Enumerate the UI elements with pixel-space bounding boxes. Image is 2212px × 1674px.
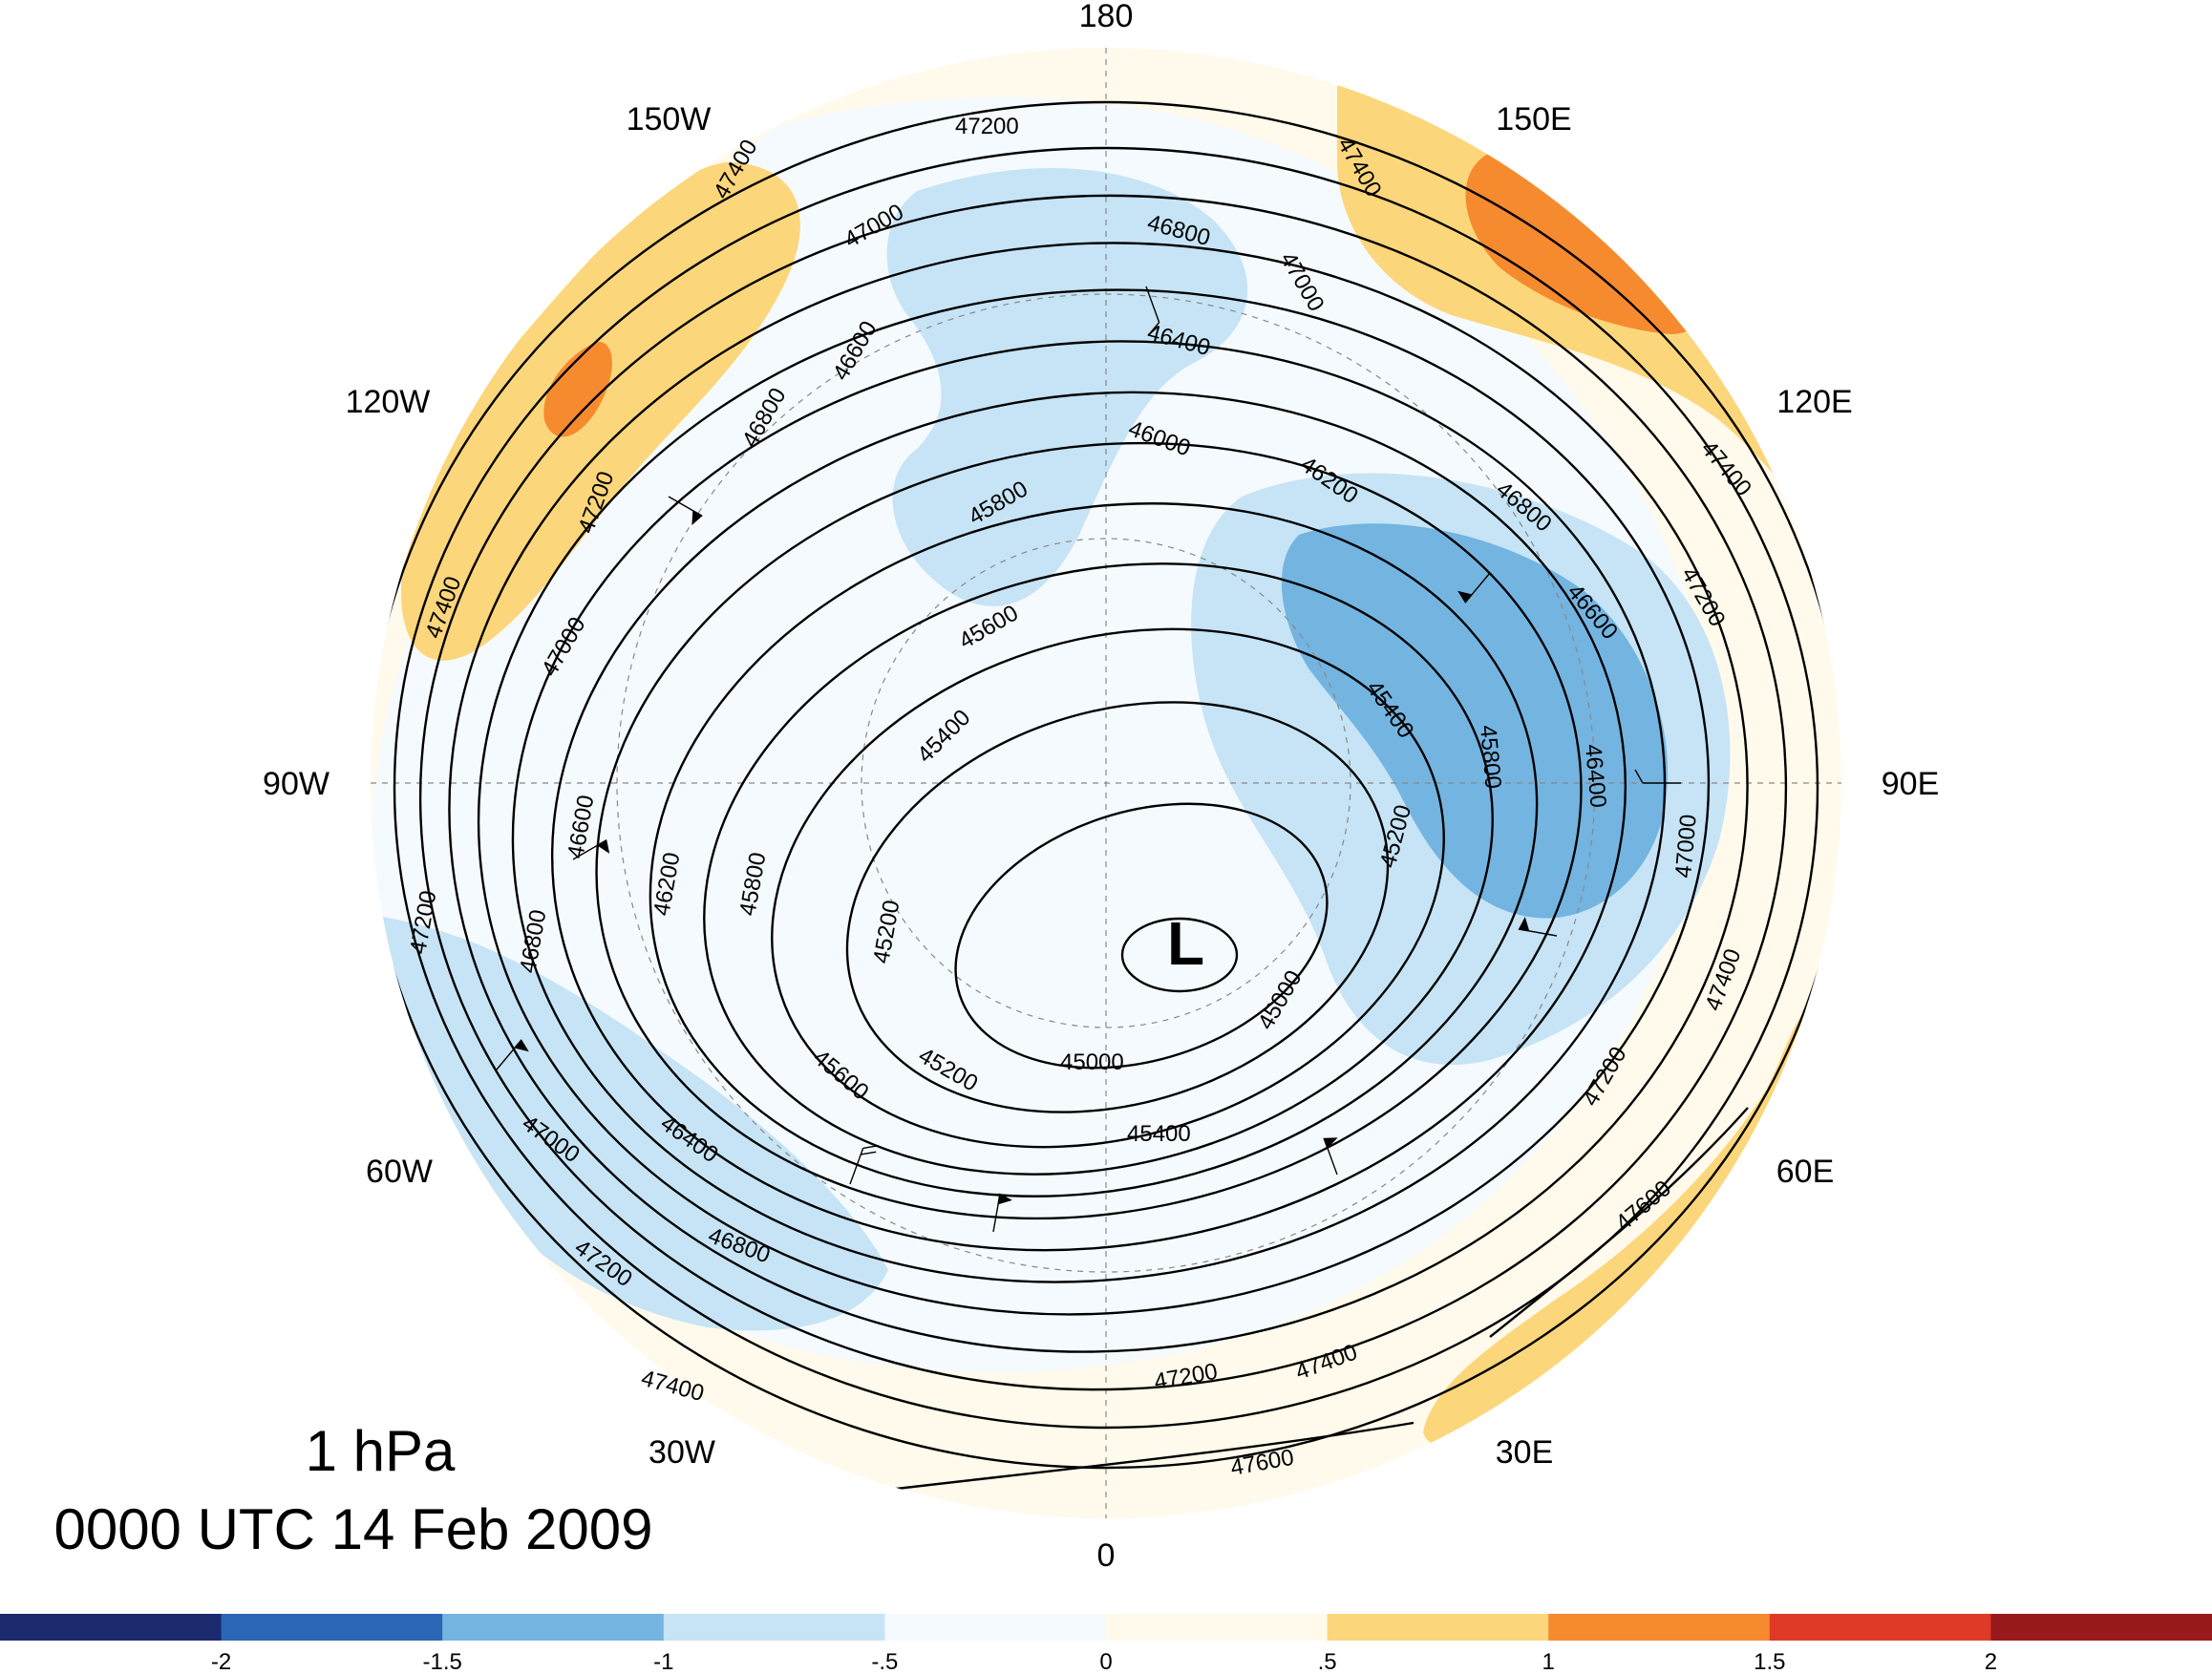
shading-pos-nw xyxy=(401,162,800,661)
wind-barbs xyxy=(496,286,1681,1233)
contour-45400 xyxy=(771,627,1445,1149)
shading-pos-se xyxy=(1423,1003,1841,1450)
colorbar-tick-label: .5 xyxy=(1318,1649,1337,1674)
valid-time-label: 0000 UTC 14 Feb 2009 xyxy=(53,1497,652,1561)
wind-barb xyxy=(1457,572,1491,604)
colorbar-box xyxy=(1327,1614,1549,1641)
colorbar: -2 -1.5 -1 -.5 0 .5 1 1.5 2 xyxy=(0,1614,2212,1674)
longitude-label: 150E xyxy=(1496,101,1571,138)
contour-44800 xyxy=(1120,917,1239,993)
contour-46800 xyxy=(448,242,1749,1353)
colorbar-tick-label: 2 xyxy=(1985,1649,1997,1674)
wind-barb xyxy=(1323,1137,1338,1176)
colorbar-tick-label: -1.5 xyxy=(423,1649,462,1674)
contour-label: 47000 xyxy=(1670,814,1702,879)
latitude-circle-60 xyxy=(861,538,1351,1028)
colorbar-box xyxy=(1769,1614,1991,1641)
contour-45600 xyxy=(703,562,1494,1176)
longitude-label: 90W xyxy=(263,766,330,802)
contour-46600 xyxy=(477,288,1711,1316)
contour-47600-se xyxy=(1489,1107,1749,1338)
shading-pos-ne-core xyxy=(1465,151,1708,334)
wind-barb xyxy=(668,496,703,526)
contour-45800 xyxy=(649,502,1539,1197)
contour-label: 45400 xyxy=(1127,1121,1191,1147)
wind-barb xyxy=(572,838,610,860)
colorbar-box xyxy=(1548,1614,1771,1641)
contour-46000 xyxy=(595,441,1583,1220)
longitude-label: 120W xyxy=(346,384,431,420)
contour-46400 xyxy=(511,340,1667,1283)
colorbar-tick-label: 1 xyxy=(1542,1649,1555,1674)
contour-47000 xyxy=(418,194,1788,1391)
colorbar-box xyxy=(1106,1614,1329,1641)
height-contours xyxy=(371,100,1841,1492)
contour-47200 xyxy=(393,146,1819,1430)
longitude-label: 90E xyxy=(1882,766,1940,802)
longitude-label: 30E xyxy=(1496,1434,1554,1471)
colorbar-box xyxy=(442,1614,665,1641)
contour-label: 47200 xyxy=(955,114,1019,139)
colorbar-tick-label: -.5 xyxy=(871,1649,898,1674)
longitude-label: 150W xyxy=(627,101,712,138)
contour-46200 xyxy=(551,391,1627,1252)
map-disk xyxy=(371,48,1841,1518)
colorbar-box xyxy=(884,1614,1107,1641)
low-marker: L xyxy=(1167,909,1204,978)
longitude-label: 180 xyxy=(1079,0,1134,34)
longitude-label: 60E xyxy=(1776,1154,1835,1190)
latitude-circle-30 xyxy=(616,293,1596,1273)
graticule xyxy=(371,48,1841,1518)
colorbar-box xyxy=(0,1614,223,1641)
longitude-labels: 180 150E 120E 90E 60E 30E 0 30W 60W 90W … xyxy=(263,0,1939,1574)
shading-pos-nw-core xyxy=(543,342,612,437)
colorbar-tick-label: 1.5 xyxy=(1754,1649,1785,1674)
colorbar-tick-label: 0 xyxy=(1099,1649,1112,1674)
wind-barb xyxy=(1145,286,1160,335)
colorbar-box xyxy=(221,1614,443,1641)
longitude-label: 60W xyxy=(366,1154,433,1190)
colorbar-tick-label: -1 xyxy=(653,1649,673,1674)
contour-47400 xyxy=(371,100,1841,1470)
colorbar-box xyxy=(1990,1614,2212,1641)
contour-label: 46400 xyxy=(1580,743,1611,809)
longitude-label: 120E xyxy=(1776,384,1852,420)
colorbar-ticks: -2 -1.5 -1 -.5 0 .5 1 1.5 2 xyxy=(211,1649,1997,1674)
colorbar-tick-label: -2 xyxy=(211,1649,231,1674)
wind-barb xyxy=(849,1144,879,1185)
wind-barb xyxy=(496,1039,529,1070)
contour-47600 xyxy=(887,1421,1414,1492)
longitude-label: 0 xyxy=(1097,1537,1116,1574)
wind-barb xyxy=(992,1193,1012,1233)
shading-neg-mid-top xyxy=(886,168,1248,606)
contour-label: 45000 xyxy=(1060,1049,1124,1075)
contour-label: 45800 xyxy=(1475,724,1506,790)
contour-45000 xyxy=(954,802,1329,1070)
wind-barb xyxy=(1518,917,1558,937)
wind-barb xyxy=(1634,769,1681,784)
colorbar-box xyxy=(663,1614,885,1641)
longitude-label: 30W xyxy=(649,1434,715,1471)
shading-neg-small xyxy=(372,96,1709,1373)
level-label: 1 hPa xyxy=(306,1419,456,1483)
contour-45200 xyxy=(845,701,1390,1113)
colorbar-boxes xyxy=(0,1614,2212,1641)
